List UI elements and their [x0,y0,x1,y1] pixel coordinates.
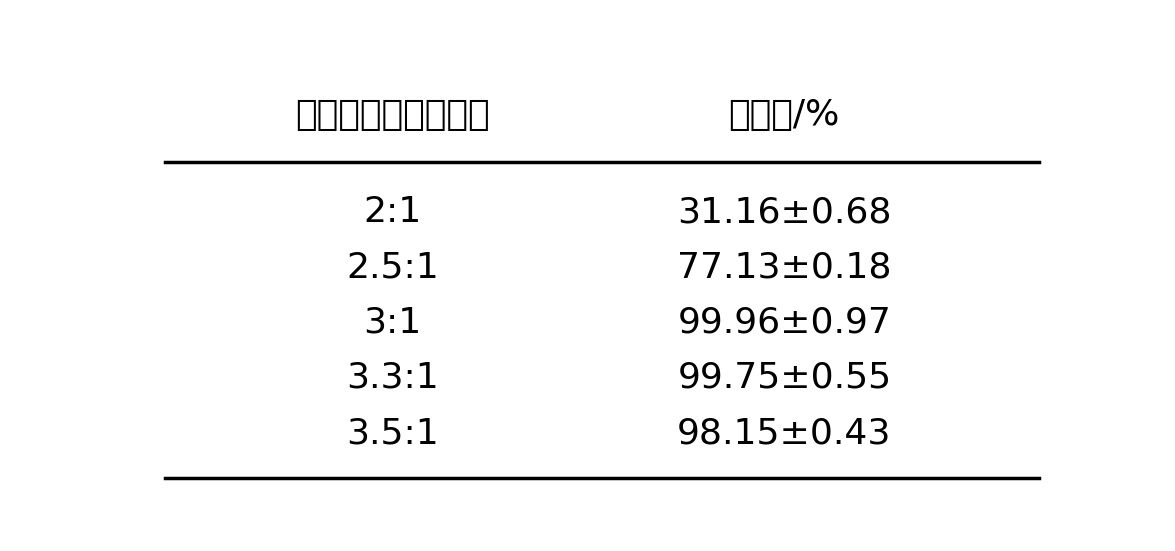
Text: 复合率/%: 复合率/% [728,98,840,132]
Text: 蛋黄卵磷脂：黄芩素: 蛋黄卵磷脂：黄芩素 [295,98,490,132]
Text: 2:1: 2:1 [363,196,422,230]
Text: 3:1: 3:1 [363,306,422,340]
Text: 2.5:1: 2.5:1 [347,251,439,285]
Text: 3.3:1: 3.3:1 [347,361,439,395]
Text: 98.15±0.43: 98.15±0.43 [677,416,892,450]
Text: 77.13±0.18: 77.13±0.18 [677,251,892,285]
Text: 99.96±0.97: 99.96±0.97 [677,306,892,340]
Text: 31.16±0.68: 31.16±0.68 [677,196,892,230]
Text: 99.75±0.55: 99.75±0.55 [677,361,892,395]
Text: 3.5:1: 3.5:1 [347,416,439,450]
